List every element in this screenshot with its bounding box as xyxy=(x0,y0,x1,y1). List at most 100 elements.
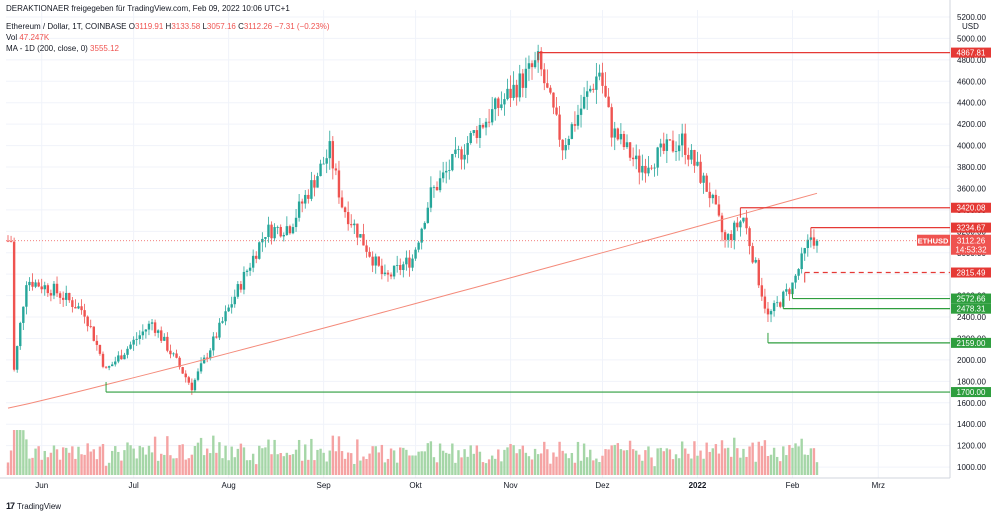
candle-body xyxy=(310,180,313,199)
time-tick-label: Mrz xyxy=(872,481,885,490)
volume-bar xyxy=(512,445,515,475)
volume-bar xyxy=(98,446,102,475)
volume-bar xyxy=(285,452,289,475)
candle-body xyxy=(674,151,678,152)
volume-bar xyxy=(506,447,509,475)
candle-body xyxy=(132,339,135,345)
volume-bar xyxy=(34,448,37,475)
price-tick-label: 5200.00 xyxy=(957,13,986,22)
volume-bar xyxy=(395,462,399,475)
volume-bar xyxy=(607,449,610,475)
volume-bar xyxy=(193,445,197,475)
volume-bar xyxy=(227,460,230,475)
volume-bar xyxy=(595,458,598,475)
candle-body xyxy=(656,147,659,168)
candle-body xyxy=(117,355,120,362)
candle-body xyxy=(481,124,485,128)
candle-body xyxy=(487,121,491,123)
volume-bar xyxy=(175,458,178,475)
candle-body xyxy=(503,99,506,105)
volume-bar xyxy=(558,441,561,475)
volume-bar xyxy=(40,459,43,475)
level-label-resistance-4867: 4867.81 xyxy=(957,49,986,58)
candle-body xyxy=(809,237,813,240)
candle-body xyxy=(359,234,362,238)
volume-bar xyxy=(178,444,181,475)
volume-bar xyxy=(114,446,117,475)
volume-bar xyxy=(65,447,68,475)
volume-bar xyxy=(757,441,760,475)
candle-body xyxy=(668,139,672,141)
volume-bar xyxy=(432,457,436,475)
volume-bar xyxy=(601,455,604,475)
candle-body xyxy=(141,331,145,336)
level-tag-resistance-3234 xyxy=(951,222,991,233)
candle-body xyxy=(294,217,298,228)
volume-bar xyxy=(748,446,751,475)
candle-body xyxy=(751,246,754,263)
volume-bar xyxy=(15,430,19,475)
volume-bar xyxy=(451,443,454,475)
price-tick-label: 4600.00 xyxy=(957,77,986,86)
candle-body xyxy=(426,207,430,223)
candle-body xyxy=(573,124,577,126)
open-label: O xyxy=(128,22,135,31)
level-label-resistance-3420: 3420.08 xyxy=(957,204,986,213)
candle-body xyxy=(742,217,745,222)
volume-bar xyxy=(705,442,708,475)
volume-bar xyxy=(500,461,503,475)
volume-bar xyxy=(132,448,135,475)
volume-bar xyxy=(49,452,53,475)
candle-body xyxy=(408,257,411,268)
volume-bar xyxy=(144,454,148,475)
volume-bar xyxy=(61,447,65,475)
volume-bar xyxy=(659,447,662,475)
volume-bar xyxy=(331,435,335,475)
candle-body xyxy=(812,237,816,246)
volume-bar xyxy=(89,451,92,475)
volume-bar xyxy=(543,441,546,475)
volume-bar xyxy=(521,445,525,475)
volume-bar xyxy=(711,448,715,475)
volume-bar xyxy=(561,450,564,475)
candle-body xyxy=(34,282,37,287)
level-tag-support-2478 xyxy=(951,303,991,314)
volume-bar xyxy=(202,455,206,475)
level-tag-support-2572 xyxy=(951,293,991,304)
candle-body xyxy=(754,259,757,263)
candle-body xyxy=(255,255,258,259)
candle-body xyxy=(291,227,295,234)
candle-body xyxy=(279,226,282,237)
candle-body xyxy=(340,197,344,208)
tradingview-brand[interactable]: 17 TradingView xyxy=(6,501,61,511)
volume-bar xyxy=(662,451,665,475)
candle-body xyxy=(313,180,316,188)
volume-bar xyxy=(184,459,187,475)
volume-bar xyxy=(717,453,721,475)
volume-bar xyxy=(209,453,212,475)
volume-bar xyxy=(644,450,647,475)
volume-bar xyxy=(255,464,258,475)
candle-body xyxy=(242,271,246,290)
volume-bar xyxy=(494,458,497,475)
candle-body xyxy=(389,274,393,277)
volume-bar xyxy=(288,454,292,475)
candle-body xyxy=(248,267,252,271)
volume-bar xyxy=(754,461,757,475)
candle-body xyxy=(285,226,289,235)
volume-bar xyxy=(530,459,534,475)
candle-body xyxy=(509,88,512,98)
volume-bar xyxy=(147,445,151,475)
candle-body xyxy=(316,176,319,188)
candle-body xyxy=(15,346,19,370)
volume-bar xyxy=(340,451,344,475)
price-tick-label: 4200.00 xyxy=(957,120,986,129)
candle-body xyxy=(641,165,644,173)
candle-body xyxy=(733,222,736,241)
candle-body xyxy=(392,265,396,277)
volume-bar xyxy=(368,453,371,475)
candle-body xyxy=(650,167,653,169)
volume-bar xyxy=(264,447,267,475)
volume-bar xyxy=(674,454,678,475)
